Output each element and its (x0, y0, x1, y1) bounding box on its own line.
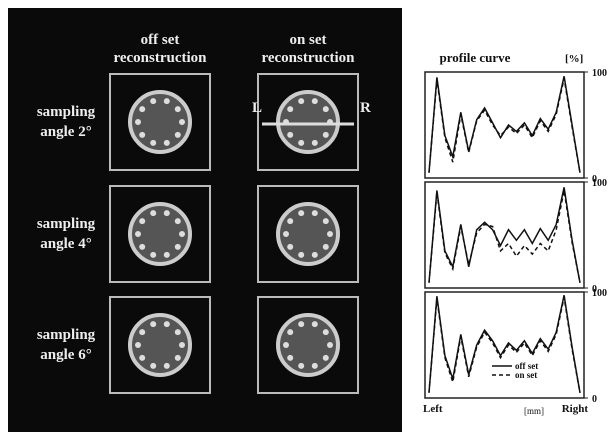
phantom-dot (135, 119, 141, 125)
phantom-dot (175, 218, 181, 224)
phantom-dot (312, 98, 318, 104)
phantom-dot (287, 355, 293, 361)
row-label: angle 6° (40, 347, 91, 363)
phantom-dot (139, 355, 145, 361)
profile-line (429, 187, 580, 282)
plot-frame (425, 292, 584, 398)
profile-line (429, 78, 580, 172)
column-header: off set (141, 32, 180, 48)
row-label: sampling (37, 327, 96, 343)
phantom-dot (139, 244, 145, 250)
phantom-dot (298, 363, 304, 369)
phantom-dot (175, 329, 181, 335)
phantom-dot (175, 132, 181, 138)
y-axis-label: [%] (565, 53, 583, 65)
phantom-dot (179, 342, 185, 348)
figure: off set reconstruction on set reconstructio… (0, 0, 614, 435)
phantom-dot (150, 252, 156, 258)
marker: L (252, 100, 262, 116)
profile-line (429, 297, 580, 392)
phantom-dot (298, 321, 304, 327)
phantom-dot (150, 210, 156, 216)
y-tick-label: 100 (592, 68, 607, 79)
phantom-dot (179, 119, 185, 125)
phantom-dot (298, 140, 304, 146)
phantom-dot (150, 98, 156, 104)
phantom-dot (283, 342, 289, 348)
phantom-dot (323, 355, 329, 361)
phantom-dot (323, 329, 329, 335)
chart-title: profile curve (440, 50, 511, 65)
y-tick-label: 100 (592, 178, 607, 189)
phantom-dot (287, 244, 293, 250)
phantom-dot (135, 231, 141, 237)
phantom-dot (164, 321, 170, 327)
y-tick-label: 0 (592, 394, 597, 405)
phantom-dot (135, 342, 141, 348)
x-end-label: Left (423, 403, 443, 415)
phantom-dot (323, 106, 329, 112)
phantom-dot (150, 321, 156, 327)
column-header: reconstruction (261, 50, 355, 66)
phantom-dot (298, 252, 304, 258)
x-end-label: Right (562, 403, 589, 415)
phantom-dot (179, 231, 185, 237)
phantom-dot (312, 363, 318, 369)
row-label: angle 2° (40, 124, 91, 140)
phantom-dot (327, 231, 333, 237)
phantom-dot (175, 355, 181, 361)
phantom-dot (287, 132, 293, 138)
phantom-dot (298, 210, 304, 216)
phantom-dot (312, 210, 318, 216)
y-tick-label: 100 (592, 288, 607, 299)
profile-line (429, 76, 580, 173)
phantom-dot (323, 132, 329, 138)
phantom-dot (150, 363, 156, 369)
plot-frame (425, 182, 584, 288)
phantom-dot (312, 140, 318, 146)
phantom-dot (139, 218, 145, 224)
legend-label: on set (515, 370, 537, 380)
column-header: on set (289, 32, 326, 48)
column-header: reconstruction (113, 50, 207, 66)
phantom-dot (283, 231, 289, 237)
phantom-dot (327, 342, 333, 348)
phantom-dot (164, 363, 170, 369)
phantom-dot (175, 244, 181, 250)
phantom-dot (175, 106, 181, 112)
phantom-dot (323, 244, 329, 250)
phantom-dot (312, 321, 318, 327)
phantom-dot (139, 106, 145, 112)
phantom-dot (139, 132, 145, 138)
phantom-dot (164, 140, 170, 146)
x-axis-label: [mm] (524, 406, 544, 416)
marker: R (360, 100, 371, 116)
phantom-dot (287, 106, 293, 112)
phantom-dot (139, 329, 145, 335)
phantom-dot (287, 218, 293, 224)
row-label: angle 4° (40, 236, 91, 252)
phantom-dot (164, 98, 170, 104)
phantom-dot (150, 140, 156, 146)
plot-frame (425, 72, 584, 178)
phantom-dot (312, 252, 318, 258)
row-label: sampling (37, 104, 96, 120)
phantom-dot (287, 329, 293, 335)
phantom-dot (323, 218, 329, 224)
phantom-dot (164, 210, 170, 216)
phantom-dot (298, 98, 304, 104)
row-label: sampling (37, 216, 96, 232)
phantom-dot (164, 252, 170, 258)
